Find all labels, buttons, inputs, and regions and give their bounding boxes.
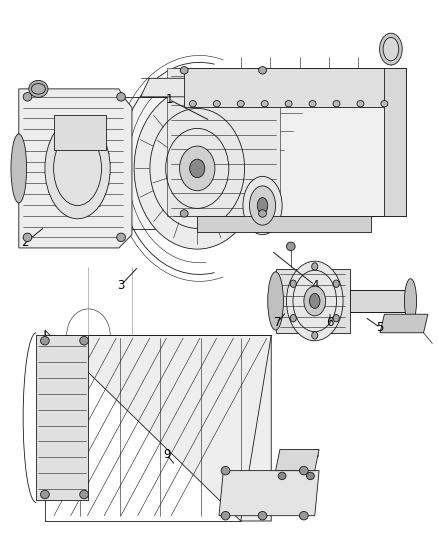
Ellipse shape [307, 472, 314, 480]
Ellipse shape [333, 101, 340, 107]
Ellipse shape [312, 332, 318, 339]
Text: 8: 8 [311, 448, 318, 461]
Ellipse shape [80, 490, 88, 499]
Ellipse shape [268, 272, 283, 330]
Ellipse shape [286, 261, 343, 341]
Ellipse shape [134, 88, 260, 249]
Ellipse shape [258, 512, 267, 520]
Ellipse shape [23, 233, 32, 241]
Ellipse shape [221, 466, 230, 475]
Ellipse shape [312, 263, 318, 270]
Ellipse shape [221, 512, 230, 520]
Ellipse shape [258, 67, 266, 74]
Ellipse shape [333, 280, 339, 287]
Ellipse shape [41, 336, 49, 345]
Ellipse shape [286, 242, 295, 251]
Text: 5: 5 [376, 321, 384, 334]
Polygon shape [197, 216, 371, 232]
Ellipse shape [381, 101, 388, 107]
Ellipse shape [250, 186, 276, 225]
Ellipse shape [309, 101, 316, 107]
Ellipse shape [383, 37, 399, 61]
Text: 9: 9 [163, 448, 170, 461]
Ellipse shape [180, 67, 188, 74]
Text: 2: 2 [21, 236, 29, 249]
Polygon shape [141, 78, 289, 97]
Ellipse shape [243, 176, 282, 235]
Text: 7: 7 [274, 316, 282, 329]
Polygon shape [19, 89, 132, 248]
Ellipse shape [45, 118, 110, 219]
Polygon shape [184, 68, 393, 108]
Polygon shape [176, 68, 406, 216]
Ellipse shape [304, 286, 325, 316]
Polygon shape [219, 471, 319, 516]
Polygon shape [350, 290, 410, 312]
Ellipse shape [404, 279, 417, 323]
Ellipse shape [11, 134, 27, 203]
Ellipse shape [380, 33, 402, 65]
Polygon shape [380, 314, 428, 333]
Text: 6: 6 [326, 316, 334, 329]
Ellipse shape [180, 210, 188, 217]
Polygon shape [167, 68, 280, 216]
Ellipse shape [357, 101, 364, 107]
Polygon shape [45, 330, 271, 521]
Ellipse shape [213, 101, 220, 107]
Ellipse shape [285, 101, 292, 107]
Ellipse shape [261, 101, 268, 107]
Ellipse shape [189, 101, 196, 107]
Ellipse shape [300, 512, 308, 520]
Ellipse shape [80, 336, 88, 345]
Polygon shape [36, 335, 88, 500]
Ellipse shape [300, 466, 308, 475]
Ellipse shape [29, 80, 48, 98]
Polygon shape [53, 115, 106, 150]
Ellipse shape [290, 314, 297, 322]
Polygon shape [119, 97, 280, 229]
Ellipse shape [237, 101, 244, 107]
Ellipse shape [333, 314, 339, 322]
Ellipse shape [278, 472, 286, 480]
Ellipse shape [190, 159, 205, 177]
Polygon shape [276, 449, 319, 471]
Ellipse shape [23, 93, 32, 101]
Text: 4: 4 [311, 279, 318, 292]
Ellipse shape [257, 198, 268, 214]
Ellipse shape [258, 210, 266, 217]
Polygon shape [385, 68, 406, 216]
Polygon shape [276, 269, 350, 333]
Ellipse shape [180, 146, 215, 191]
Ellipse shape [290, 280, 297, 287]
Ellipse shape [310, 294, 320, 309]
Ellipse shape [117, 233, 125, 241]
Ellipse shape [117, 93, 125, 101]
Text: 1: 1 [165, 93, 173, 106]
Ellipse shape [41, 490, 49, 499]
Text: 3: 3 [117, 279, 125, 292]
